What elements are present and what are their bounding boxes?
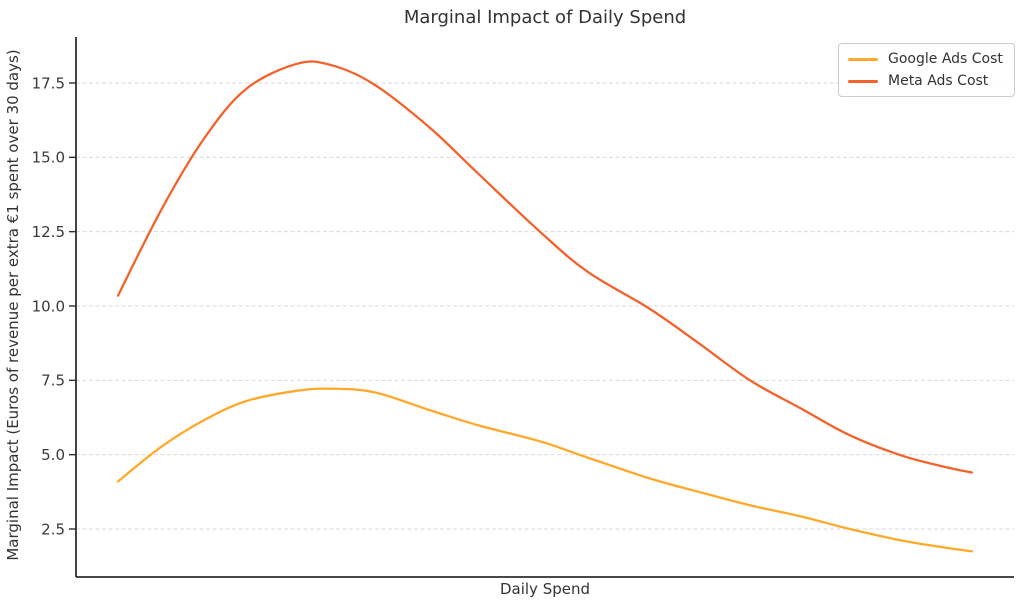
legend-label: Google Ads Cost — [888, 51, 1003, 67]
series-line-google-ads-cost — [116, 387, 974, 553]
x-axis-label: Daily Spend — [499, 580, 591, 598]
y-tick-label: 2.5 — [41, 520, 65, 538]
y-tick-label: 10.0 — [32, 297, 65, 315]
series-line-meta-ads-cost — [116, 60, 974, 474]
legend-label: Meta Ads Cost — [888, 73, 989, 89]
y-tick-label: 15.0 — [32, 149, 65, 167]
y-tick-label: 5.0 — [41, 446, 65, 464]
legend-line-swatch — [848, 79, 878, 83]
chart-title: Marginal Impact of Daily Spend — [403, 7, 687, 28]
y-tick-label: 17.5 — [32, 74, 65, 92]
legend-item-meta-ads-cost: Meta Ads Cost — [848, 71, 1003, 91]
y-tick-label: 12.5 — [32, 223, 65, 241]
legend-line-swatch — [848, 57, 878, 61]
y-tick-label: 7.5 — [41, 372, 65, 390]
legend: Google Ads Cost Meta Ads Cost — [838, 43, 1015, 97]
legend-item-google-ads-cost: Google Ads Cost — [848, 49, 1003, 69]
